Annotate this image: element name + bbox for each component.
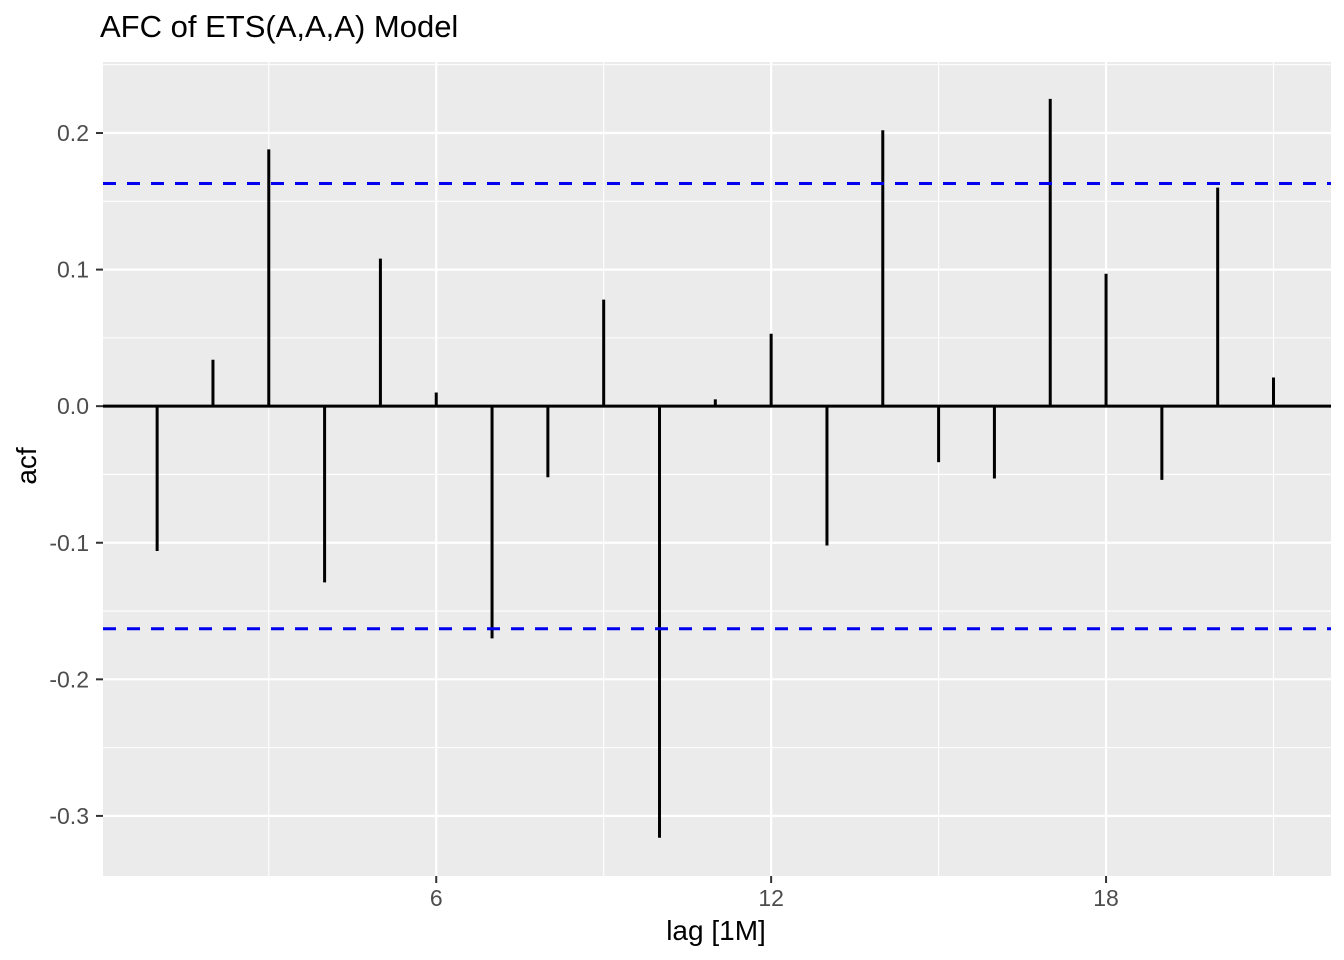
- x-tick-label: 12: [758, 885, 784, 911]
- x-tick-label: 18: [1093, 885, 1119, 911]
- y-tick-label: 0.0: [57, 393, 89, 419]
- y-tick-label: 0.2: [57, 120, 89, 146]
- y-tick-label: -0.3: [49, 803, 89, 829]
- y-tick-label: 0.1: [57, 257, 89, 283]
- y-tick-label: -0.2: [49, 666, 89, 692]
- y-tick-label: -0.1: [49, 530, 89, 556]
- panel-background: [103, 62, 1331, 876]
- chart-title: AFC of ETS(A,A,A) Model: [100, 9, 459, 44]
- y-axis-title: acf: [11, 447, 42, 485]
- x-axis-title: lag [1M]: [666, 915, 766, 946]
- x-tick-label: 6: [430, 885, 443, 911]
